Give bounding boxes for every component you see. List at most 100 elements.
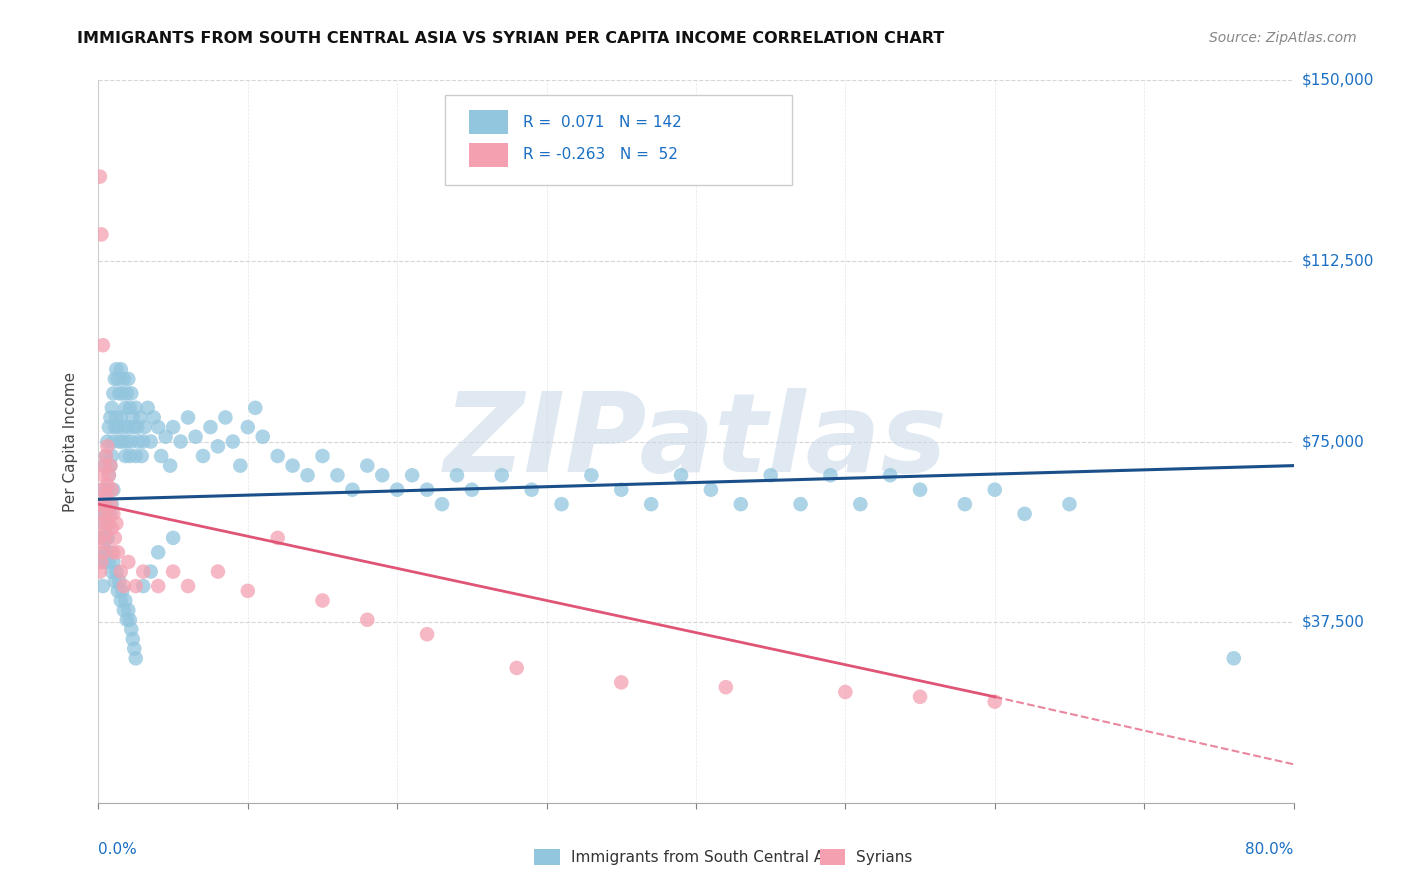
Point [700, 483, 723, 497]
Point [101, 521, 124, 535]
Point [207, 439, 229, 453]
Point [132, 434, 155, 449]
Point [177, 579, 200, 593]
Point [91, 531, 114, 545]
Text: $75,000: $75,000 [1302, 434, 1365, 449]
Point [177, 410, 200, 425]
Point [110, 410, 132, 425]
Point [93, 516, 115, 531]
Point [98, 497, 122, 511]
Point [124, 420, 146, 434]
Point [491, 468, 513, 483]
Point [97, 420, 120, 434]
Point [984, 483, 1007, 497]
Point [112, 420, 135, 434]
Point [1059, 497, 1081, 511]
Point [908, 690, 931, 704]
Point [129, 410, 152, 425]
Point [101, 483, 124, 497]
Point [104, 574, 127, 589]
Point [416, 627, 439, 641]
Point [124, 641, 146, 656]
Point [136, 401, 159, 415]
Point [139, 434, 162, 449]
Point [118, 449, 141, 463]
FancyBboxPatch shape [446, 95, 792, 185]
Point [150, 449, 173, 463]
Point [281, 458, 304, 473]
Point [98, 507, 122, 521]
Point [430, 497, 453, 511]
Point [191, 449, 214, 463]
Point [105, 565, 128, 579]
Point [96, 478, 118, 492]
Point [139, 565, 162, 579]
Point [111, 386, 134, 401]
Point [669, 468, 692, 483]
Point [98, 458, 122, 473]
Point [520, 483, 543, 497]
Point [97, 555, 120, 569]
Point [94, 545, 117, 559]
Point [118, 401, 141, 415]
Point [297, 468, 319, 483]
Point [105, 362, 128, 376]
Point [506, 661, 529, 675]
Point [91, 507, 114, 521]
Point [96, 516, 118, 531]
Point [90, 555, 112, 569]
Text: $150,000: $150,000 [1302, 73, 1374, 87]
Point [104, 420, 127, 434]
Point [110, 362, 132, 376]
Point [111, 583, 134, 598]
Point [236, 583, 259, 598]
Point [121, 410, 143, 425]
Point [714, 680, 737, 694]
Point [93, 458, 115, 473]
Point [98, 410, 122, 425]
Point [834, 685, 856, 699]
Text: ZIPatlas: ZIPatlas [444, 388, 948, 495]
Point [222, 434, 245, 449]
Point [114, 401, 136, 415]
Point [356, 613, 378, 627]
Point [89, 497, 111, 511]
Point [142, 410, 165, 425]
Point [94, 497, 117, 511]
Point [91, 468, 114, 483]
Point [148, 545, 170, 559]
Point [446, 468, 468, 483]
Point [96, 531, 118, 545]
Point [108, 386, 131, 401]
Point [416, 483, 439, 497]
Point [105, 410, 128, 425]
Point [107, 583, 129, 598]
Point [125, 579, 148, 593]
Text: Syrians: Syrians [856, 850, 912, 864]
Point [1014, 507, 1036, 521]
Point [103, 386, 125, 401]
Point [110, 593, 132, 607]
Point [94, 526, 117, 541]
Point [101, 497, 124, 511]
Point [401, 468, 423, 483]
Point [730, 497, 752, 511]
Point [155, 430, 177, 444]
Point [94, 545, 117, 559]
Point [114, 593, 136, 607]
Point [101, 449, 124, 463]
Point [125, 449, 148, 463]
Point [245, 401, 267, 415]
Point [97, 468, 120, 483]
Point [96, 439, 118, 453]
Point [311, 593, 333, 607]
Point [91, 531, 114, 545]
Point [953, 497, 976, 511]
Point [107, 372, 129, 386]
Point [610, 483, 633, 497]
Point [112, 372, 135, 386]
Text: IMMIGRANTS FROM SOUTH CENTRAL ASIA VS SYRIAN PER CAPITA INCOME CORRELATION CHART: IMMIGRANTS FROM SOUTH CENTRAL ASIA VS SY… [77, 31, 945, 46]
Point [610, 675, 633, 690]
Point [90, 227, 112, 242]
Point [236, 420, 259, 434]
